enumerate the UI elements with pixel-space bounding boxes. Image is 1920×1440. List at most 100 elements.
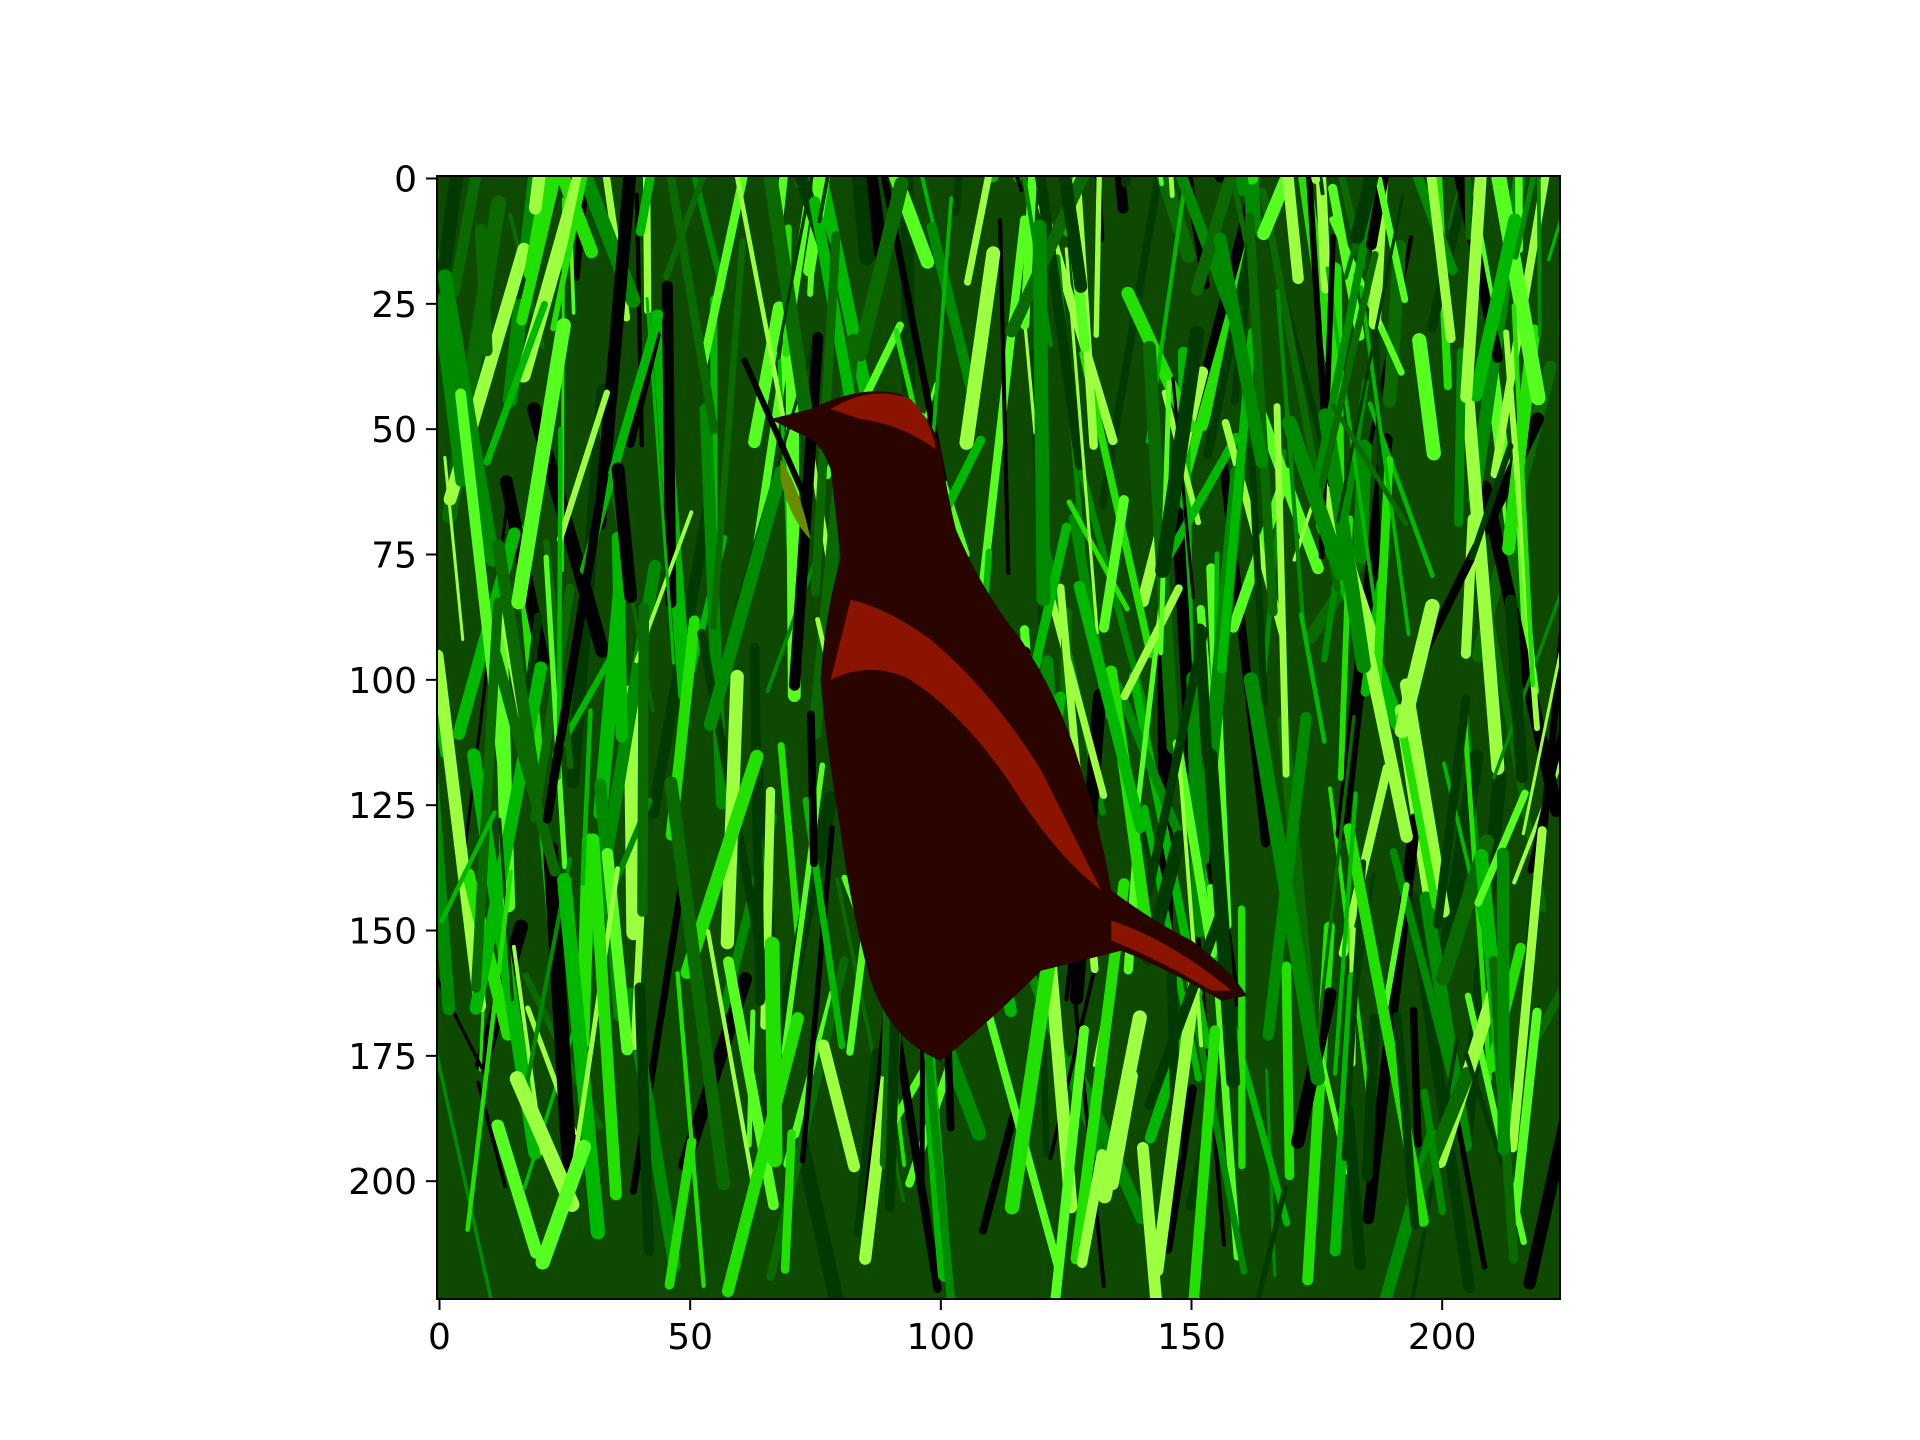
grass-blade bbox=[763, 176, 814, 424]
grass-blade bbox=[642, 176, 652, 315]
grass-blade bbox=[691, 176, 726, 292]
grass-blade bbox=[810, 0, 827, 138]
grass-blade bbox=[474, 224, 493, 357]
grass-blade bbox=[1244, 212, 1278, 617]
grass-blade bbox=[476, 1080, 508, 1189]
grass-blade bbox=[1512, 176, 1537, 260]
grass-blade bbox=[807, 710, 818, 868]
grass-blade bbox=[1332, 791, 1358, 1076]
grass-blade bbox=[1255, 409, 1324, 575]
grass-blade bbox=[1281, 961, 1295, 1181]
grass-blade bbox=[437, 238, 468, 487]
grass-blade bbox=[1050, 1025, 1090, 1299]
grass-blade bbox=[851, 176, 875, 266]
grass-blade bbox=[1093, 176, 1102, 338]
grass-blade bbox=[1257, 176, 1295, 241]
grass-blade bbox=[1381, 882, 1410, 1013]
grass-blade bbox=[1164, 432, 1241, 560]
grass-blade bbox=[723, 956, 779, 1211]
grass-blade bbox=[698, 176, 748, 370]
grass-blade bbox=[795, 176, 810, 191]
grass-blade bbox=[1121, 176, 1131, 188]
grass-blade bbox=[1275, 288, 1305, 621]
grass-blade bbox=[1155, 325, 1205, 578]
grass-blade bbox=[561, 176, 568, 178]
grass-blade bbox=[1282, 176, 1304, 285]
grass-blade bbox=[1225, 9, 1255, 149]
grass-blade bbox=[635, 176, 656, 237]
axes-frame bbox=[436, 175, 1561, 1300]
grass-blade bbox=[443, 456, 465, 641]
y-tick-label: 175 bbox=[348, 1037, 417, 1078]
grass-blade bbox=[1162, 1084, 1197, 1254]
grass-blade bbox=[637, 602, 650, 917]
grass-blade bbox=[1313, 250, 1379, 510]
grass-blade bbox=[1547, 216, 1560, 262]
grass-blade bbox=[1330, 403, 1409, 527]
grass-blade bbox=[491, 1119, 543, 1259]
grass-blade bbox=[1509, 1007, 1542, 1227]
grass-blade bbox=[952, 0, 1015, 168]
grass-blade bbox=[817, 176, 830, 224]
grass-blade bbox=[465, 869, 513, 1232]
grass-blade bbox=[543, 554, 568, 870]
grass-blade bbox=[853, 176, 858, 183]
grass-blade bbox=[1358, 285, 1411, 637]
grass-blade bbox=[1533, 985, 1560, 1039]
grass-blade bbox=[611, 531, 628, 743]
grass-blade bbox=[1105, 1069, 1138, 1191]
x-tick-label: 150 bbox=[1157, 1317, 1226, 1358]
grass-blade bbox=[535, 1139, 592, 1270]
grass-blade bbox=[1300, 0, 1374, 144]
grass-blade bbox=[1274, 25, 1292, 171]
grass-blade bbox=[675, 971, 706, 1289]
grass-blade bbox=[571, 866, 621, 1170]
grass-blade bbox=[1048, 970, 1096, 1161]
grass-blade bbox=[703, 465, 788, 731]
grass-blade bbox=[1155, 176, 1196, 263]
grass-blade bbox=[1235, 176, 1250, 197]
grass-blade bbox=[1245, 176, 1260, 185]
grass-blade bbox=[1460, 381, 1505, 775]
grass-blade bbox=[663, 176, 707, 280]
grass-blade bbox=[705, 929, 758, 1196]
grass-blade bbox=[516, 176, 562, 326]
grass-blade bbox=[959, 246, 1001, 450]
grass-blade bbox=[1064, 247, 1099, 635]
grass-blade bbox=[1135, 0, 1201, 149]
grass-blade bbox=[1362, 813, 1421, 1225]
grass-blade bbox=[1454, 347, 1467, 527]
grass-blade bbox=[558, 0, 609, 130]
grass-blade bbox=[448, 176, 482, 298]
grass-blade bbox=[1412, 176, 1458, 276]
grass-blade bbox=[1374, 176, 1409, 303]
grass-blade bbox=[1361, 1013, 1380, 1182]
grass-blade bbox=[1310, 176, 1321, 184]
grass-blade bbox=[1460, 176, 1487, 403]
y-tick-label: 25 bbox=[371, 285, 417, 326]
grass-blade bbox=[1273, 0, 1348, 153]
grass-blade bbox=[1066, 499, 1130, 612]
grass-blade bbox=[1264, 0, 1296, 133]
grass-blade bbox=[1171, 376, 1195, 600]
grass-blade bbox=[1101, 0, 1157, 143]
grass-blade bbox=[734, 176, 786, 420]
grass-blade bbox=[1350, 176, 1380, 244]
grass-blade bbox=[505, 0, 511, 132]
grass-blade bbox=[566, 176, 576, 315]
grass-blade bbox=[437, 702, 446, 758]
y-tick-label: 200 bbox=[348, 1162, 417, 1203]
grass-blade bbox=[522, 1017, 579, 1191]
grass-blade bbox=[1490, 176, 1550, 479]
grass-blade bbox=[649, 0, 704, 167]
grass-blade bbox=[852, 176, 909, 362]
grass-blade bbox=[1523, 1116, 1560, 1290]
y-tick-label: 50 bbox=[371, 410, 417, 451]
grass-blade bbox=[985, 176, 999, 183]
grass-blade bbox=[1318, 176, 1325, 196]
grass-blade bbox=[749, 642, 765, 1006]
grass-blade bbox=[1247, 446, 1268, 708]
grass-blade bbox=[1203, 232, 1257, 460]
grass-blade bbox=[997, 218, 1011, 575]
